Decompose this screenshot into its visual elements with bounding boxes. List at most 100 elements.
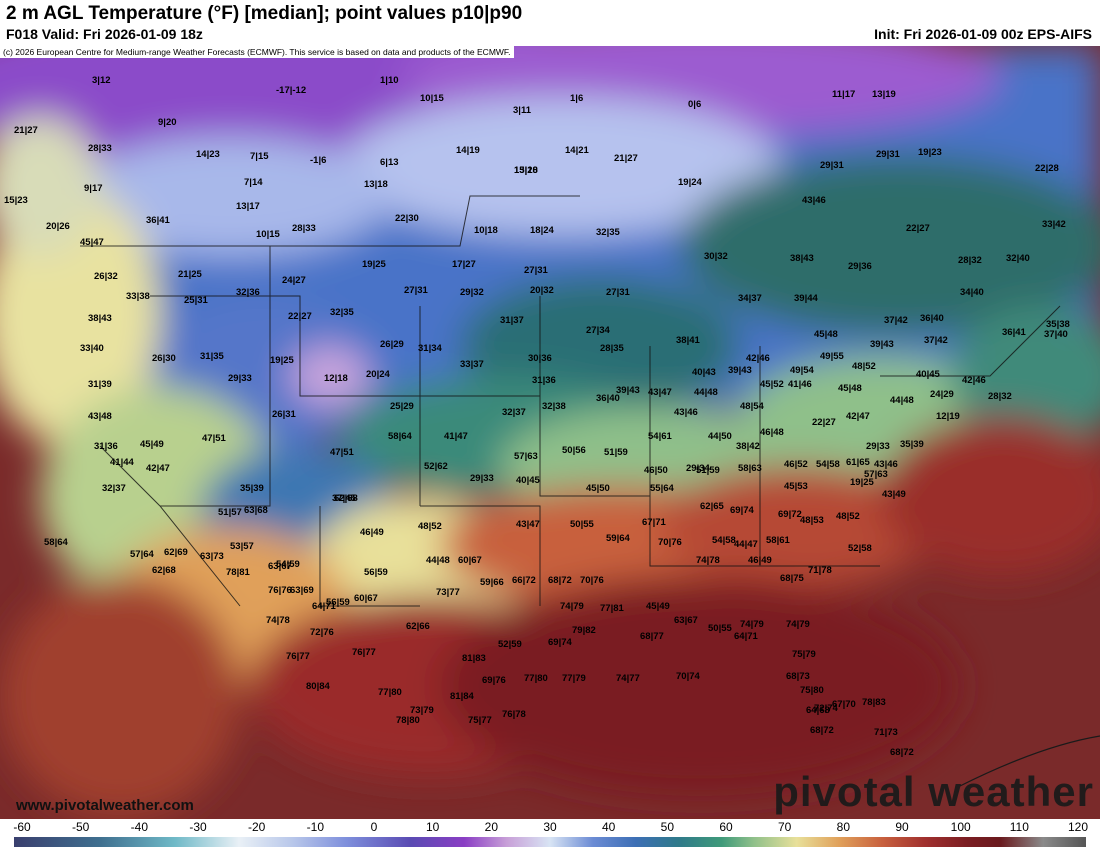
point-value-label: 47|51 <box>330 447 354 458</box>
point-value-label: 45|48 <box>838 383 862 394</box>
point-value-label: 56|59 <box>326 597 350 608</box>
point-value-label: 62|66 <box>406 621 430 632</box>
scale-tick: -60 <box>13 820 31 834</box>
point-value-label: 51|57 <box>218 507 242 518</box>
point-value-label: 33|38 <box>126 291 150 302</box>
point-value-label: 78|81 <box>226 567 250 578</box>
point-value-label: 14|21 <box>565 145 589 156</box>
point-value-label: 21|25 <box>178 269 202 280</box>
point-value-label: 64|68 <box>806 705 830 716</box>
point-value-label: 3|12 <box>92 75 111 86</box>
point-value-label: 24|29 <box>930 389 954 400</box>
point-value-label: 72|74 <box>814 703 838 714</box>
point-value-label: 27|31 <box>404 285 428 296</box>
point-value-label: 31|37 <box>500 315 524 326</box>
copyright-notice: (c) 2026 European Centre for Medium-rang… <box>0 46 514 58</box>
point-value-label: 73|79 <box>410 705 434 716</box>
valid-time: F018 Valid: Fri 2026-01-09 18z <box>6 26 203 42</box>
point-value-label: 19|25 <box>362 259 386 270</box>
point-value-label: 36|40 <box>920 313 944 324</box>
point-value-label: 58|64 <box>44 537 68 548</box>
point-value-label: 33|40 <box>80 343 104 354</box>
point-value-label: 42|46 <box>746 353 770 364</box>
point-value-label: 52|62 <box>424 461 448 472</box>
point-value-label: 41|44 <box>110 457 134 468</box>
point-value-label: 32|37 <box>102 483 126 494</box>
point-value-label: 54|58 <box>816 459 840 470</box>
point-value-label: 62|68 <box>152 565 176 576</box>
point-value-label: 48|52 <box>836 511 860 522</box>
point-value-label: 22|27 <box>288 311 312 322</box>
point-value-label: 43|46 <box>874 459 898 470</box>
point-value-label: 70|76 <box>658 537 682 548</box>
point-value-label: 22|28 <box>1035 163 1059 174</box>
point-value-label: 41|47 <box>444 431 468 442</box>
point-value-label: 46|49 <box>748 555 772 566</box>
point-value-label: 3|11 <box>513 105 531 116</box>
point-value-label: 75|80 <box>800 685 824 696</box>
point-value-label: 72|76 <box>310 627 334 638</box>
temperature-map[interactable]: (c) 2026 European Centre for Medium-rang… <box>0 46 1100 819</box>
map-background <box>0 46 1100 819</box>
point-value-label: 45|49 <box>646 601 670 612</box>
point-value-label: 28|33 <box>292 223 316 234</box>
point-value-label: 0|6 <box>688 99 702 110</box>
point-value-label: 36|41 <box>1002 327 1026 338</box>
website-url[interactable]: www.pivotalweather.com <box>16 797 194 814</box>
point-value-label: -1|6 <box>310 155 327 166</box>
point-value-label: 57|63 <box>864 469 888 480</box>
point-value-label: 44|48 <box>890 395 914 406</box>
point-value-label: 32|38 <box>542 401 566 412</box>
point-value-label: 13|18 <box>514 165 538 176</box>
header: 2 m AGL Temperature (°F) [median]; point… <box>0 0 1100 46</box>
point-value-label: 1|6 <box>570 93 584 104</box>
point-value-label: 47|51 <box>202 433 226 444</box>
point-value-label: 60|67 <box>354 593 378 604</box>
point-value-label: 51|59 <box>604 447 628 458</box>
point-value-label: 37|45 <box>332 493 356 504</box>
point-value-label: 54|61 <box>648 431 672 442</box>
point-value-label: 58|63 <box>738 463 762 474</box>
point-value-label: 81|83 <box>462 653 486 664</box>
point-value-label: 25|31 <box>184 295 208 306</box>
point-value-label: 33|42 <box>1042 219 1066 230</box>
point-value-label: 62|65 <box>700 501 724 512</box>
point-value-label: 19|24 <box>678 177 702 188</box>
point-value-label: 43|47 <box>516 519 540 530</box>
scale-tick: 10 <box>425 820 440 834</box>
point-value-label: 39|44 <box>794 293 818 304</box>
point-value-label: -17|-12 <box>276 85 307 96</box>
scale-tick: 110 <box>1009 820 1029 834</box>
point-value-label: 29|31 <box>876 149 900 160</box>
point-value-label: 52|58 <box>848 543 872 554</box>
point-value-label: 74|79 <box>560 601 584 612</box>
point-value-label: 15|23 <box>4 195 28 206</box>
point-value-label: 6|13 <box>380 157 399 168</box>
point-value-label: 35|39 <box>240 483 264 494</box>
point-value-label: 77|81 <box>600 603 624 614</box>
pivotal-weather-logo: pivotal weather <box>773 768 1094 815</box>
point-value-label: 43|48 <box>88 411 112 422</box>
scale-tick: 40 <box>601 820 616 834</box>
point-value-label: 46|50 <box>644 465 668 476</box>
point-value-label: 68|72 <box>810 725 834 736</box>
point-value-label: 74|79 <box>786 619 810 630</box>
point-value-label: 19|23 <box>918 147 942 158</box>
point-value-label: 43|47 <box>648 387 672 398</box>
point-value-label: 76|77 <box>286 651 310 662</box>
point-value-label: 18|24 <box>530 225 554 236</box>
color-scale: -60 -50 -40 -30 -20 -10 0 10 20 30 40 50 60 70 80 90 100… <box>0 819 1100 850</box>
point-value-label: 19|25 <box>850 477 874 488</box>
point-value-label: 45|53 <box>784 481 808 492</box>
point-value-label: 76|77 <box>352 647 376 658</box>
point-value-label: 68|72 <box>890 747 914 758</box>
point-value-label: 42|46 <box>962 375 986 386</box>
scale-tick: 100 <box>950 820 971 834</box>
point-value-label: 29|32 <box>460 287 484 298</box>
point-value-label: 77|79 <box>562 673 586 684</box>
point-value-label: 49|55 <box>820 351 844 362</box>
point-value-label: 71|73 <box>874 727 898 738</box>
point-value-label: 56|59 <box>364 567 388 578</box>
point-value-label: 28|32 <box>958 255 982 266</box>
point-value-label: 27|31 <box>524 265 548 276</box>
